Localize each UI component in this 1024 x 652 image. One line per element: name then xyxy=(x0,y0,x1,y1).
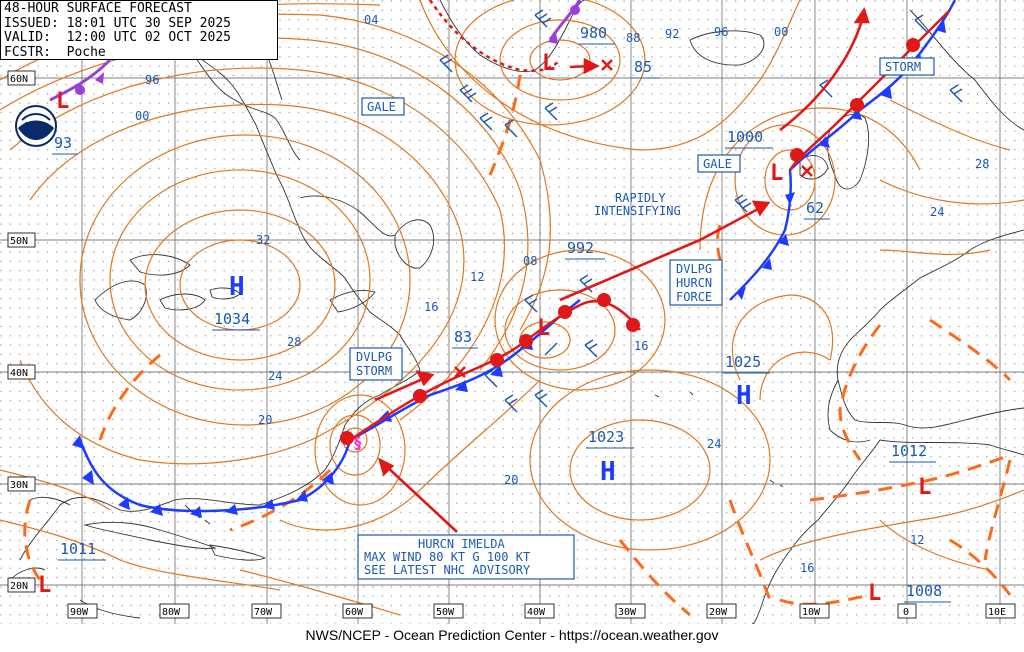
latitude-label: 60N xyxy=(10,74,28,85)
hurricane-imelda-label: SEE LATEST NHC ADVISORY xyxy=(364,563,531,577)
longitude-label: 10E xyxy=(988,607,1006,618)
central-pressure: 83 xyxy=(454,328,472,346)
low-pressure-symbol: L xyxy=(542,51,555,76)
longitude-label: 30W xyxy=(618,607,637,618)
longitude-label: 70W xyxy=(254,607,273,618)
isobar-label: 24 xyxy=(707,437,721,451)
high-pressure-symbol: H xyxy=(229,272,245,302)
low-pressure-symbol: L xyxy=(868,581,881,606)
valid-time: VALID: 12:00 UTC 02 OCT 2025 xyxy=(4,30,231,45)
latitude-label: 20N xyxy=(10,581,28,592)
isobar-label: 28 xyxy=(287,335,301,349)
developing-hurricane-force-label: FORCE xyxy=(676,290,712,304)
longitude-label: 20W xyxy=(709,607,728,618)
isobar-label: 12 xyxy=(470,270,484,284)
developing-hurricane-force-label: DVLPG xyxy=(676,262,712,276)
longitude-label: 60W xyxy=(345,607,364,618)
hurricane-imelda-label: HURCN IMELDA xyxy=(418,537,505,551)
latitude-label: 30N xyxy=(10,480,28,491)
isobar-label: 16 xyxy=(634,339,648,353)
low-pressure-symbol: L xyxy=(56,89,69,114)
low-pressure-symbol: L xyxy=(38,573,51,598)
central-pressure: 1011 xyxy=(60,540,96,558)
warm-front xyxy=(340,9,951,445)
isobar-label: 92 xyxy=(665,27,679,41)
troughs xyxy=(23,74,1012,617)
central-pressure: 1034 xyxy=(214,310,250,328)
low-pressure-symbol: L xyxy=(770,161,783,186)
isobar-label: 28 xyxy=(975,157,989,171)
longitude-label: 10W xyxy=(802,607,821,618)
gale-warning-label: GALE xyxy=(367,100,396,114)
isobar-label: 16 xyxy=(800,561,814,575)
stationary-front xyxy=(428,0,561,72)
isobar-label: 08 xyxy=(523,254,537,268)
isobar-label: 20 xyxy=(504,473,518,487)
issued-time: ISSUED: 18:01 UTC 30 SEP 2025 xyxy=(4,15,231,31)
isobar-label: 96 xyxy=(145,73,159,87)
footer-credit: NWS/NCEP - Ocean Prediction Center - htt… xyxy=(0,624,1024,652)
warning-boxes: GALE GALE STORM DVLPG STORM DVLPG HURCN … xyxy=(349,57,935,580)
hurricane-imelda-label: MAX WIND 80 KT G 100 KT xyxy=(364,550,530,564)
motion-arrows xyxy=(374,7,870,533)
isobar-label: 04 xyxy=(364,13,378,27)
central-pressure: 1023 xyxy=(588,428,624,446)
high-pressure-symbol: H xyxy=(600,457,616,487)
rapidly-intensifying-label: RAPIDLY xyxy=(615,191,666,205)
central-pressure: 1025 xyxy=(725,353,761,371)
isobar-label: 24 xyxy=(268,369,282,383)
low-pressure-symbol: L xyxy=(918,475,931,500)
product-title: 48-HOUR SURFACE FORECAST xyxy=(4,1,192,16)
longitude-label: 90W xyxy=(70,607,89,618)
latitude-label: 50N xyxy=(10,236,28,247)
central-pressure: 1000 xyxy=(727,128,763,146)
developing-storm-label: DVLPG xyxy=(356,350,392,364)
isobar-label: 00 xyxy=(135,109,149,123)
central-pressure: 93 xyxy=(54,134,72,152)
storm-warning-label: STORM xyxy=(885,60,921,74)
isobar-label: 24 xyxy=(930,205,944,219)
hurricane-symbol: § xyxy=(353,433,363,452)
noaa-logo-text: NOAA xyxy=(25,121,43,129)
longitude-label: 80W xyxy=(162,607,181,618)
isobar-label: 96 xyxy=(714,25,728,39)
central-pressure: 62 xyxy=(806,199,824,217)
isobar-label: 00 xyxy=(774,25,788,39)
occluded-fronts xyxy=(49,0,582,102)
longitude-label: 50W xyxy=(436,607,455,618)
isobar-label: 16 xyxy=(424,300,438,314)
forecaster: FCSTR: Poche xyxy=(4,44,106,60)
forecast-header: 48-HOUR SURFACE FORECAST ISSUED: 18:01 UT… xyxy=(0,0,278,60)
central-pressure: 85 xyxy=(634,58,652,76)
central-pressure: 1012 xyxy=(891,442,927,460)
wind-barbs xyxy=(439,9,963,413)
latitude-label: 40N xyxy=(10,368,28,379)
future-position-marks xyxy=(454,59,813,378)
isobar-label: 88 xyxy=(626,31,640,45)
longitude-label: 40W xyxy=(527,607,546,618)
gale-warning-label: GALE xyxy=(703,157,732,171)
central-pressure: 1008 xyxy=(906,582,942,600)
low-pressure-symbol: L xyxy=(537,316,550,341)
developing-storm-label: STORM xyxy=(356,364,392,378)
developing-hurricane-force-label: HURCN xyxy=(676,276,712,290)
isobar-label: 32 xyxy=(256,233,270,247)
central-pressure: 980 xyxy=(580,24,607,42)
rapidly-intensifying-label: INTENSIFYING xyxy=(594,204,681,218)
isobar-label: 20 xyxy=(258,413,272,427)
isobar-label: 12 xyxy=(910,533,924,547)
central-pressure: 992 xyxy=(567,239,594,257)
longitude-label: 0 xyxy=(903,607,909,618)
noaa-logo: NOAA xyxy=(15,105,57,147)
high-pressure-symbol: H xyxy=(736,381,752,411)
